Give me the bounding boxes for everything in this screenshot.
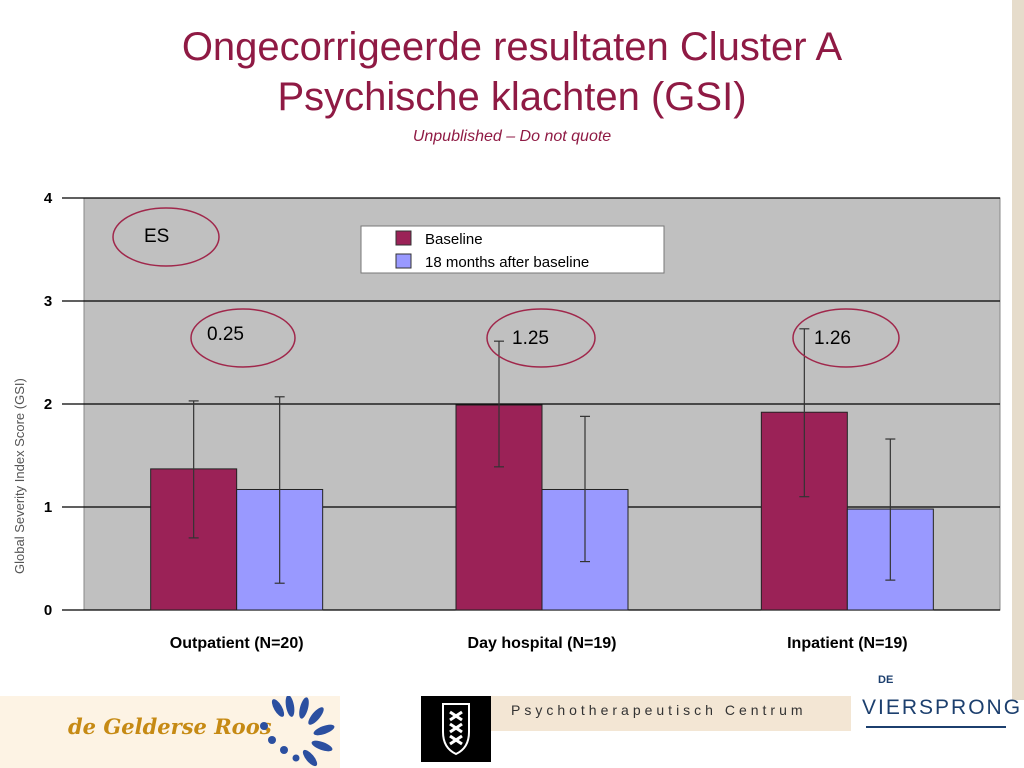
es-ellipse-day-hospital [486,308,596,368]
category-labels: Outpatient (N=20) Day hospital (N=19) Inpa… [170,635,908,652]
viersprong-logo-text: VIERSPRONG [862,696,1023,719]
es-ellipse-inpatient [792,308,900,368]
es-header-label: ES [144,226,169,247]
viersprong-de-label: DE [878,674,894,686]
error-bar [188,400,199,539]
legend-label-18-months: 18 months after baseline [425,254,589,271]
legend-label-baseline: Baseline [425,231,483,248]
y-axis-label: Global Severity Index Score (GSI) [12,378,27,574]
gelderse-roos-band [0,696,340,768]
viersprong-underline [866,726,1006,728]
psychotherapeutisch-centrum-text: Psychotherapeutisch Centrum [511,702,807,718]
gelderse-roos-logo-icon [260,696,335,767]
y-tick-label: 3 [44,293,52,310]
y-tick-label: 1 [44,499,52,516]
es-value-outpatient: 0.25 [207,324,244,345]
uva-logo-icon [421,696,491,762]
es-value-inpatient: 1.26 [814,328,851,349]
psychotherapeutisch-centrum-band: Psychotherapeutisch Centrum [491,696,851,731]
slide-title-line-1: Ongecorrigeerde resultaten Cluster A [181,25,843,69]
footer-logo-strip: de Gelderse Roos Psychotherapeutisch [0,674,1024,768]
legend: Baseline 18 months after baseline [360,225,665,274]
legend-swatch-baseline [395,230,412,246]
error-bar [580,415,590,563]
legend-swatch-18-months [395,253,412,269]
es-header-ellipse [112,207,220,267]
slide-subtitle: Unpublished – Do not quote [412,128,612,145]
es-value-day-hospital: 1.25 [512,328,549,349]
error-bar [274,396,285,584]
error-bar [494,340,504,468]
gelderse-roos-logo-text: de Gelderse Roos [68,714,272,739]
y-axis-ticks: 0 1 2 3 4 [44,190,53,619]
error-bar [885,438,896,581]
es-ellipse-outpatient [190,308,296,368]
category-label: Inpatient (N=19) [787,635,907,652]
effect-size-annotations: ES 0.25 1.25 1.26 [112,207,900,368]
category-label: Day hospital (N=19) [468,635,617,652]
y-tick-label: 0 [44,602,52,619]
slide-edge-bar [1012,0,1024,700]
category-label: Outpatient (N=20) [170,635,304,652]
y-tick-label: 4 [44,190,53,207]
y-tick-label: 2 [44,396,52,413]
bars [150,404,934,611]
slide-title-line-2: Psychische klachten (GSI) [277,75,747,119]
